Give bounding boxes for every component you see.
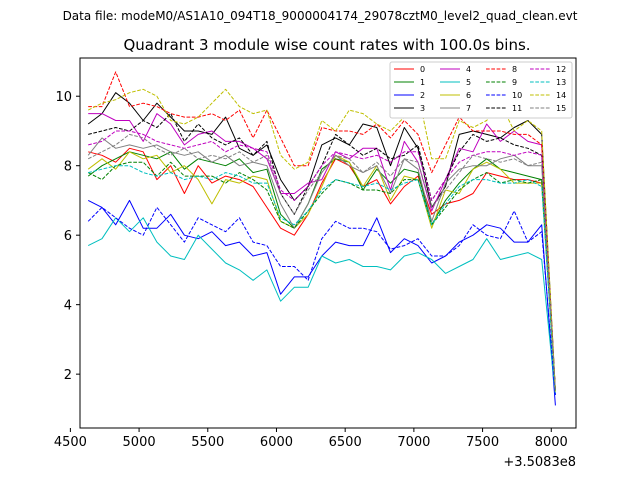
x-tick-label: 5500 — [191, 435, 224, 450]
legend-label-0: 0 — [420, 65, 425, 74]
legend-label-15: 15 — [556, 104, 566, 113]
series-line-11 — [88, 113, 556, 392]
series-line-12 — [88, 130, 556, 392]
series-line-9 — [87, 161, 556, 392]
x-tick-label: 7500 — [466, 435, 499, 450]
series-line-15 — [87, 133, 556, 392]
x-offset-text: +3.5083e8 — [503, 455, 576, 470]
series-line-5 — [87, 217, 556, 396]
legend-label-12: 12 — [556, 65, 566, 74]
y-axis: 2 4 6 8 10 — [55, 90, 80, 383]
legend-label-1: 1 — [420, 78, 425, 87]
legend-label-7: 7 — [466, 104, 471, 113]
legend-label-6: 6 — [466, 91, 471, 100]
x-tick-label: 4500 — [54, 435, 87, 450]
y-tick-label: 4 — [64, 299, 72, 314]
series-line-10 — [87, 206, 556, 396]
legend-label-13: 13 — [556, 78, 566, 87]
legend-label-8: 8 — [512, 65, 517, 74]
series-line-13 — [88, 165, 556, 392]
chart-title: Quadrant 3 module wise count rates with … — [123, 36, 530, 54]
series-line-8 — [88, 71, 556, 392]
y-tick-label: 8 — [64, 160, 72, 175]
y-tick-label: 2 — [64, 368, 72, 383]
series-layer — [87, 71, 556, 406]
y-tick-label: 6 — [64, 229, 72, 244]
series-line-4 — [88, 113, 556, 392]
x-tick-label: 6500 — [329, 435, 362, 450]
legend-label-10: 10 — [512, 91, 522, 100]
legend-label-3: 3 — [420, 104, 425, 113]
plot-frame — [79, 57, 577, 429]
x-tick-label: 5000 — [123, 435, 156, 450]
x-tick-label: 6000 — [260, 435, 293, 450]
legend-label-2: 2 — [420, 91, 425, 100]
y-tick-label: 10 — [55, 90, 72, 105]
legend-label-9: 9 — [512, 78, 517, 87]
series-line-0 — [88, 147, 556, 392]
legend-label-11: 11 — [512, 104, 522, 113]
legend-frame — [389, 61, 573, 119]
x-axis: 4500 5000 5500 6000 6500 7000 7500 8000 — [54, 428, 568, 450]
legend-label-14: 14 — [556, 91, 566, 100]
legend-label-4: 4 — [466, 65, 471, 74]
series-line-14 — [87, 88, 556, 392]
x-tick-label: 7000 — [397, 435, 430, 450]
legend-label-5: 5 — [466, 78, 471, 87]
x-tick-label: 8000 — [535, 435, 568, 450]
suptitle: Data file: modeM0/AS1A10_094T18_90000041… — [63, 9, 578, 23]
